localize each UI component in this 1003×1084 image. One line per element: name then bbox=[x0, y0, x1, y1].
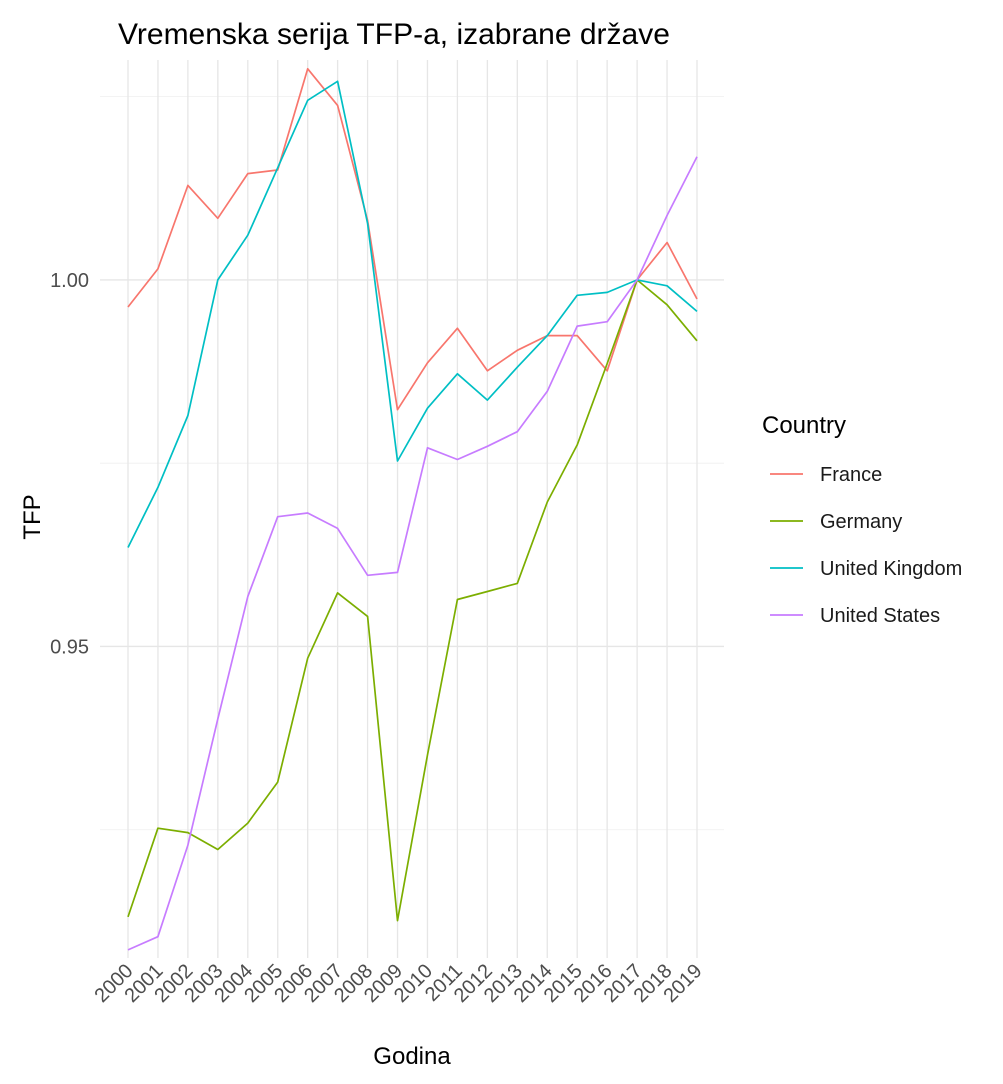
y-tick-label: 1.00 bbox=[50, 270, 89, 292]
y-axis-title: TFP bbox=[19, 494, 46, 539]
chart-title: Vremenska serija TFP-a, izabrane države bbox=[118, 18, 670, 51]
legend-label: United Kingdom bbox=[820, 558, 962, 580]
series-line-united-kingdom bbox=[127, 80, 698, 548]
y-tick-label: 0.95 bbox=[50, 636, 89, 658]
legend-label: United States bbox=[820, 605, 940, 627]
legend-label: France bbox=[820, 464, 882, 486]
series-lines bbox=[127, 67, 698, 951]
x-axis-title: Godina bbox=[373, 1043, 451, 1070]
x-axis-ticks: 2000200120022003200420052006200720082009… bbox=[91, 960, 707, 1007]
legend-title: Country bbox=[762, 412, 846, 439]
series-line-germany bbox=[127, 279, 698, 922]
grid bbox=[100, 60, 724, 958]
legend-label: Germany bbox=[820, 511, 902, 533]
series-line-france bbox=[127, 67, 698, 411]
legend: Country France Germany United Kingdom Unite… bbox=[762, 412, 962, 627]
series-line-united-states bbox=[127, 156, 698, 951]
y-axis-ticks: 0.95 1.00 bbox=[50, 270, 89, 659]
